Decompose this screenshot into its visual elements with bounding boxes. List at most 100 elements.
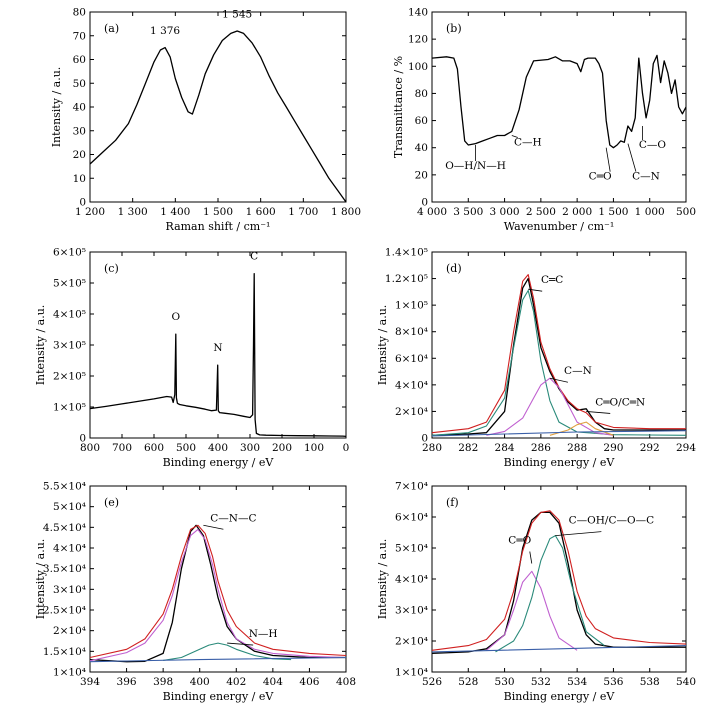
panel-f: 526 528 530 532 534 536 538 540 1×10⁴ 2×10⁴ 3×10⁴ 4… [376,481,696,704]
annotation-leader [627,143,637,172]
x-tick-label: 100 [304,442,324,454]
series-line-0 [89,30,347,203]
series-line-0 [431,511,686,655]
y-tick-label: 5×10⁵ [53,278,86,290]
x-tick-label: 282 [458,442,478,454]
panel-e: 394 396 398 400 402 404 406 408 1×10⁴ 1.5×10⁴ 2×10… [34,481,356,704]
x-tick-label: 200 [272,442,292,454]
y-tick-label: 0 [421,433,428,445]
x-tick-label: 284 [495,442,515,454]
annotation-label: C═O/C═N [595,396,645,408]
y-tick-label: 0 [79,433,86,445]
x-tick-label: 500 [176,442,196,454]
panel-label: (a) [104,22,119,35]
x-tick-label: 394 [80,676,100,688]
x-axis-label: Binding energy / eV [504,690,616,703]
series-line-1 [431,510,687,651]
x-tick-label: 404 [263,676,283,688]
annotation-label: C—O [639,139,667,151]
x-tick-label: 292 [640,442,660,454]
panel-label: (b) [446,22,462,35]
y-tick-label: 4×10⁴ [395,574,428,586]
series-line-0 [431,277,686,436]
y-tick-label: 4.5×10⁴ [43,522,86,534]
series-line-2 [431,289,687,436]
series-line-1 [89,524,347,659]
x-tick-label: 2 000 [562,206,592,218]
annotation-leader [529,551,533,564]
y-tick-label: 60 [415,115,428,127]
x-tick-label: 3 000 [490,206,520,218]
x-tick-label: 1 500 [598,206,628,218]
x-axis-label: Wavenumber / cm⁻¹ [504,220,615,233]
x-axis-label: Binding energy / eV [504,456,616,469]
x-tick-label: 398 [153,676,173,688]
series-line-3 [163,642,292,661]
y-tick-label: 10 [73,173,86,185]
plot-frame [431,251,687,439]
x-tick-label: 1 000 [635,206,665,218]
y-tick-label: 5.5×10⁴ [43,481,86,493]
annotation-label: C—N—C [210,512,256,524]
annotation-leader [203,524,224,530]
y-tick-label: 80 [73,7,86,19]
y-axis-label: Intensity / a.u. [50,67,63,148]
plot-frame [89,11,347,203]
x-axis-label: Binding energy / eV [163,690,275,703]
annotation-label: O [171,311,180,323]
x-axis-label: Raman shift / cm⁻¹ [166,220,271,233]
series-line-4 [431,645,687,653]
series-line-3 [486,377,614,436]
y-tick-label: 60 [73,54,86,66]
series-line-0 [89,524,346,663]
x-tick-label: 800 [80,442,100,454]
y-tick-label: 2×10⁴ [53,625,86,637]
x-axis-label: Binding energy / eV [163,456,275,469]
panel-label: (c) [104,262,119,275]
series-line-2 [486,570,578,651]
x-tick-label: 4 000 [417,206,447,218]
panel-a: 1 200 1 300 1 400 1 500 1 600 1 700 1 800 0 10 20… [50,7,361,234]
x-tick-label: 530 [495,676,515,688]
x-tick-label: 1 700 [288,206,318,218]
annotation-leader [549,377,569,383]
panel-label: (e) [104,496,119,509]
x-tick-label: 402 [226,676,246,688]
annotation-label: O—H/N—H [445,160,506,172]
annotation-label: C═C [541,274,563,286]
y-axis-label: Intensity / a.u. [376,539,389,620]
y-tick-label: 140 [408,7,428,19]
series-line-0 [431,54,687,149]
y-tick-label: 6×10⁵ [53,247,86,259]
panel-label: (f) [446,496,459,509]
x-tick-label: 294 [676,442,696,454]
x-tick-label: 1 500 [203,206,233,218]
x-tick-label: 288 [567,442,587,454]
panel-label: (d) [446,262,462,275]
annotation-label: N [213,342,222,354]
plot-frame [89,485,347,673]
y-tick-label: 5×10⁴ [53,501,86,513]
y-tick-label: 6×10⁴ [395,353,428,365]
y-tick-label: 0 [79,197,86,209]
annotation-leader [605,147,611,172]
y-tick-label: 1.2×10⁵ [385,273,428,285]
x-tick-label: 538 [640,676,660,688]
x-tick-label: 1 400 [160,206,190,218]
y-tick-label: 2×10⁴ [395,636,428,648]
y-tick-label: 30 [73,125,86,137]
series-line-4 [89,656,347,663]
panel-b: 4 000 3 500 3 000 2 500 2 000 1 500 1 000 500 0 2… [392,7,696,234]
x-tick-label: 396 [117,676,137,688]
y-axis-label: Transmittance / % [392,56,405,158]
y-tick-label: 2×10⁵ [53,371,86,383]
annotation-label: C═O [508,535,531,547]
y-tick-label: 6×10⁴ [395,512,428,524]
series-line-2 [89,528,347,662]
y-axis-label: Intensity / a.u. [34,305,47,386]
y-tick-label: 8×10⁴ [395,326,428,338]
annotation-leader [227,642,254,646]
y-axis-label: Intensity / a.u. [376,305,389,386]
series-line-5 [431,430,687,437]
